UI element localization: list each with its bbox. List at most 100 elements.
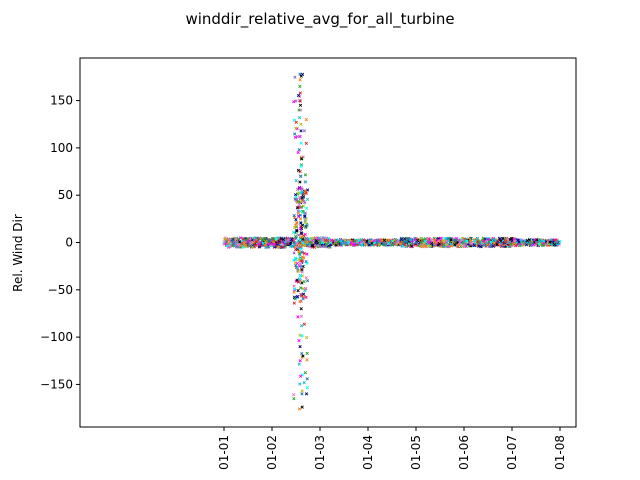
- data-point: [294, 245, 299, 249]
- data-point: [290, 238, 294, 242]
- data-point: [294, 126, 298, 130]
- data-point: [537, 238, 541, 243]
- data-point: [441, 239, 445, 243]
- data-point: [470, 242, 474, 246]
- data-point: [316, 245, 320, 249]
- data-point: [252, 240, 256, 245]
- data-point: [293, 135, 298, 139]
- data-point: [298, 382, 302, 386]
- data-point: [297, 148, 301, 152]
- data-point: [298, 344, 302, 349]
- data-point: [295, 220, 299, 225]
- plot-area-frame: [79, 57, 577, 428]
- data-point: [226, 241, 230, 245]
- data-point: [548, 240, 552, 244]
- data-point: [293, 297, 297, 301]
- data-point: [280, 245, 284, 249]
- data-point: [297, 195, 302, 199]
- data-point: [242, 241, 246, 246]
- data-point: [299, 314, 304, 318]
- data-point: [302, 381, 306, 385]
- data-point: [248, 237, 252, 241]
- data-point: [482, 239, 486, 243]
- data-point: [305, 240, 309, 245]
- data-point: [390, 243, 395, 247]
- data-point: [299, 74, 303, 78]
- data-point: [422, 238, 426, 242]
- data-point: [252, 238, 256, 242]
- data-points: [222, 72, 562, 411]
- data-point: [522, 242, 526, 246]
- data-point: [399, 242, 403, 246]
- data-point: [300, 196, 304, 200]
- data-point: [299, 307, 303, 311]
- data-point: [468, 237, 472, 242]
- data-point: [292, 301, 296, 305]
- data-point: [247, 244, 252, 248]
- data-point: [264, 239, 268, 244]
- data-point: [294, 218, 298, 222]
- data-point: [301, 292, 306, 296]
- data-point: [387, 238, 391, 242]
- data-point: [296, 269, 300, 274]
- data-point: [296, 199, 300, 204]
- data-point: [325, 238, 330, 243]
- data-point: [370, 241, 374, 245]
- data-point: [286, 238, 290, 242]
- data-point: [293, 287, 297, 291]
- data-point: [324, 236, 328, 240]
- data-point: [297, 339, 301, 343]
- data-point: [224, 237, 228, 241]
- data-point: [307, 237, 311, 241]
- data-point: [231, 237, 235, 242]
- data-point: [298, 186, 302, 190]
- data-point: [303, 288, 307, 293]
- data-point: [295, 294, 300, 299]
- chart-title: winddir_relative_avg_for_all_turbine: [185, 10, 454, 29]
- data-point: [305, 358, 309, 362]
- data-point: [299, 122, 303, 126]
- x-tick-label: 01-03: [313, 435, 327, 470]
- data-point: [359, 238, 363, 242]
- data-point: [540, 243, 545, 247]
- data-point: [295, 278, 299, 282]
- data-point: [244, 238, 248, 242]
- data-point: [415, 238, 420, 243]
- data-point: [300, 235, 304, 239]
- data-point: [301, 241, 305, 245]
- data-point: [297, 202, 301, 207]
- y-tick-label: 50: [58, 188, 73, 202]
- data-point: [365, 239, 369, 243]
- data-point: [382, 238, 387, 243]
- data-point: [298, 91, 302, 95]
- data-point: [294, 197, 299, 201]
- data-point: [239, 236, 243, 240]
- data-point: [267, 239, 271, 243]
- data-point: [297, 250, 301, 254]
- data-point: [299, 286, 303, 290]
- data-point: [314, 236, 318, 240]
- data-point: [297, 407, 302, 411]
- data-point: [475, 236, 480, 240]
- data-point: [297, 362, 301, 366]
- data-point: [492, 241, 497, 245]
- y-tick-label: 0: [65, 236, 73, 250]
- data-point: [303, 214, 307, 218]
- data-point: [503, 239, 508, 244]
- data-point: [293, 75, 297, 79]
- data-point: [479, 245, 483, 249]
- data-point: [447, 239, 451, 243]
- data-point: [437, 239, 441, 243]
- data-point: [293, 226, 297, 230]
- data-point: [438, 236, 443, 240]
- data-point: [286, 242, 291, 246]
- data-point: [362, 240, 366, 245]
- data-point: [302, 294, 306, 299]
- data-point: [266, 242, 271, 246]
- data-point: [297, 115, 302, 120]
- data-point: [299, 141, 303, 145]
- data-point: [295, 206, 300, 210]
- data-point: [295, 229, 299, 233]
- data-point: [300, 281, 304, 285]
- x-tick-label: 01-04: [361, 435, 375, 470]
